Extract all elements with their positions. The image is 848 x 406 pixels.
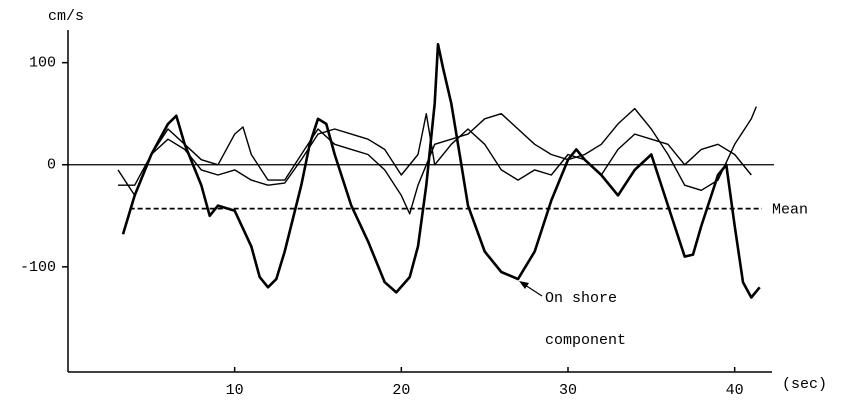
y-tick-label: 0 (47, 157, 56, 174)
y-axis-label: cm/s (48, 8, 84, 25)
annotation-arrow (519, 281, 543, 297)
data-line (121, 43, 761, 299)
x-axis-label: (sec) (782, 376, 827, 393)
y-tick-label: -100 (20, 259, 56, 276)
data-line (117, 106, 757, 215)
x-tick-label: 10 (226, 382, 244, 399)
x-tick-label: 30 (559, 382, 577, 399)
annotation: component (545, 332, 626, 349)
mean-label: Mean (772, 202, 808, 219)
y-tick-label: 100 (29, 55, 56, 72)
x-tick-label: 20 (392, 382, 410, 399)
x-tick-label: 40 (726, 382, 744, 399)
annotation: On shore (545, 290, 617, 307)
data-line (118, 113, 752, 186)
